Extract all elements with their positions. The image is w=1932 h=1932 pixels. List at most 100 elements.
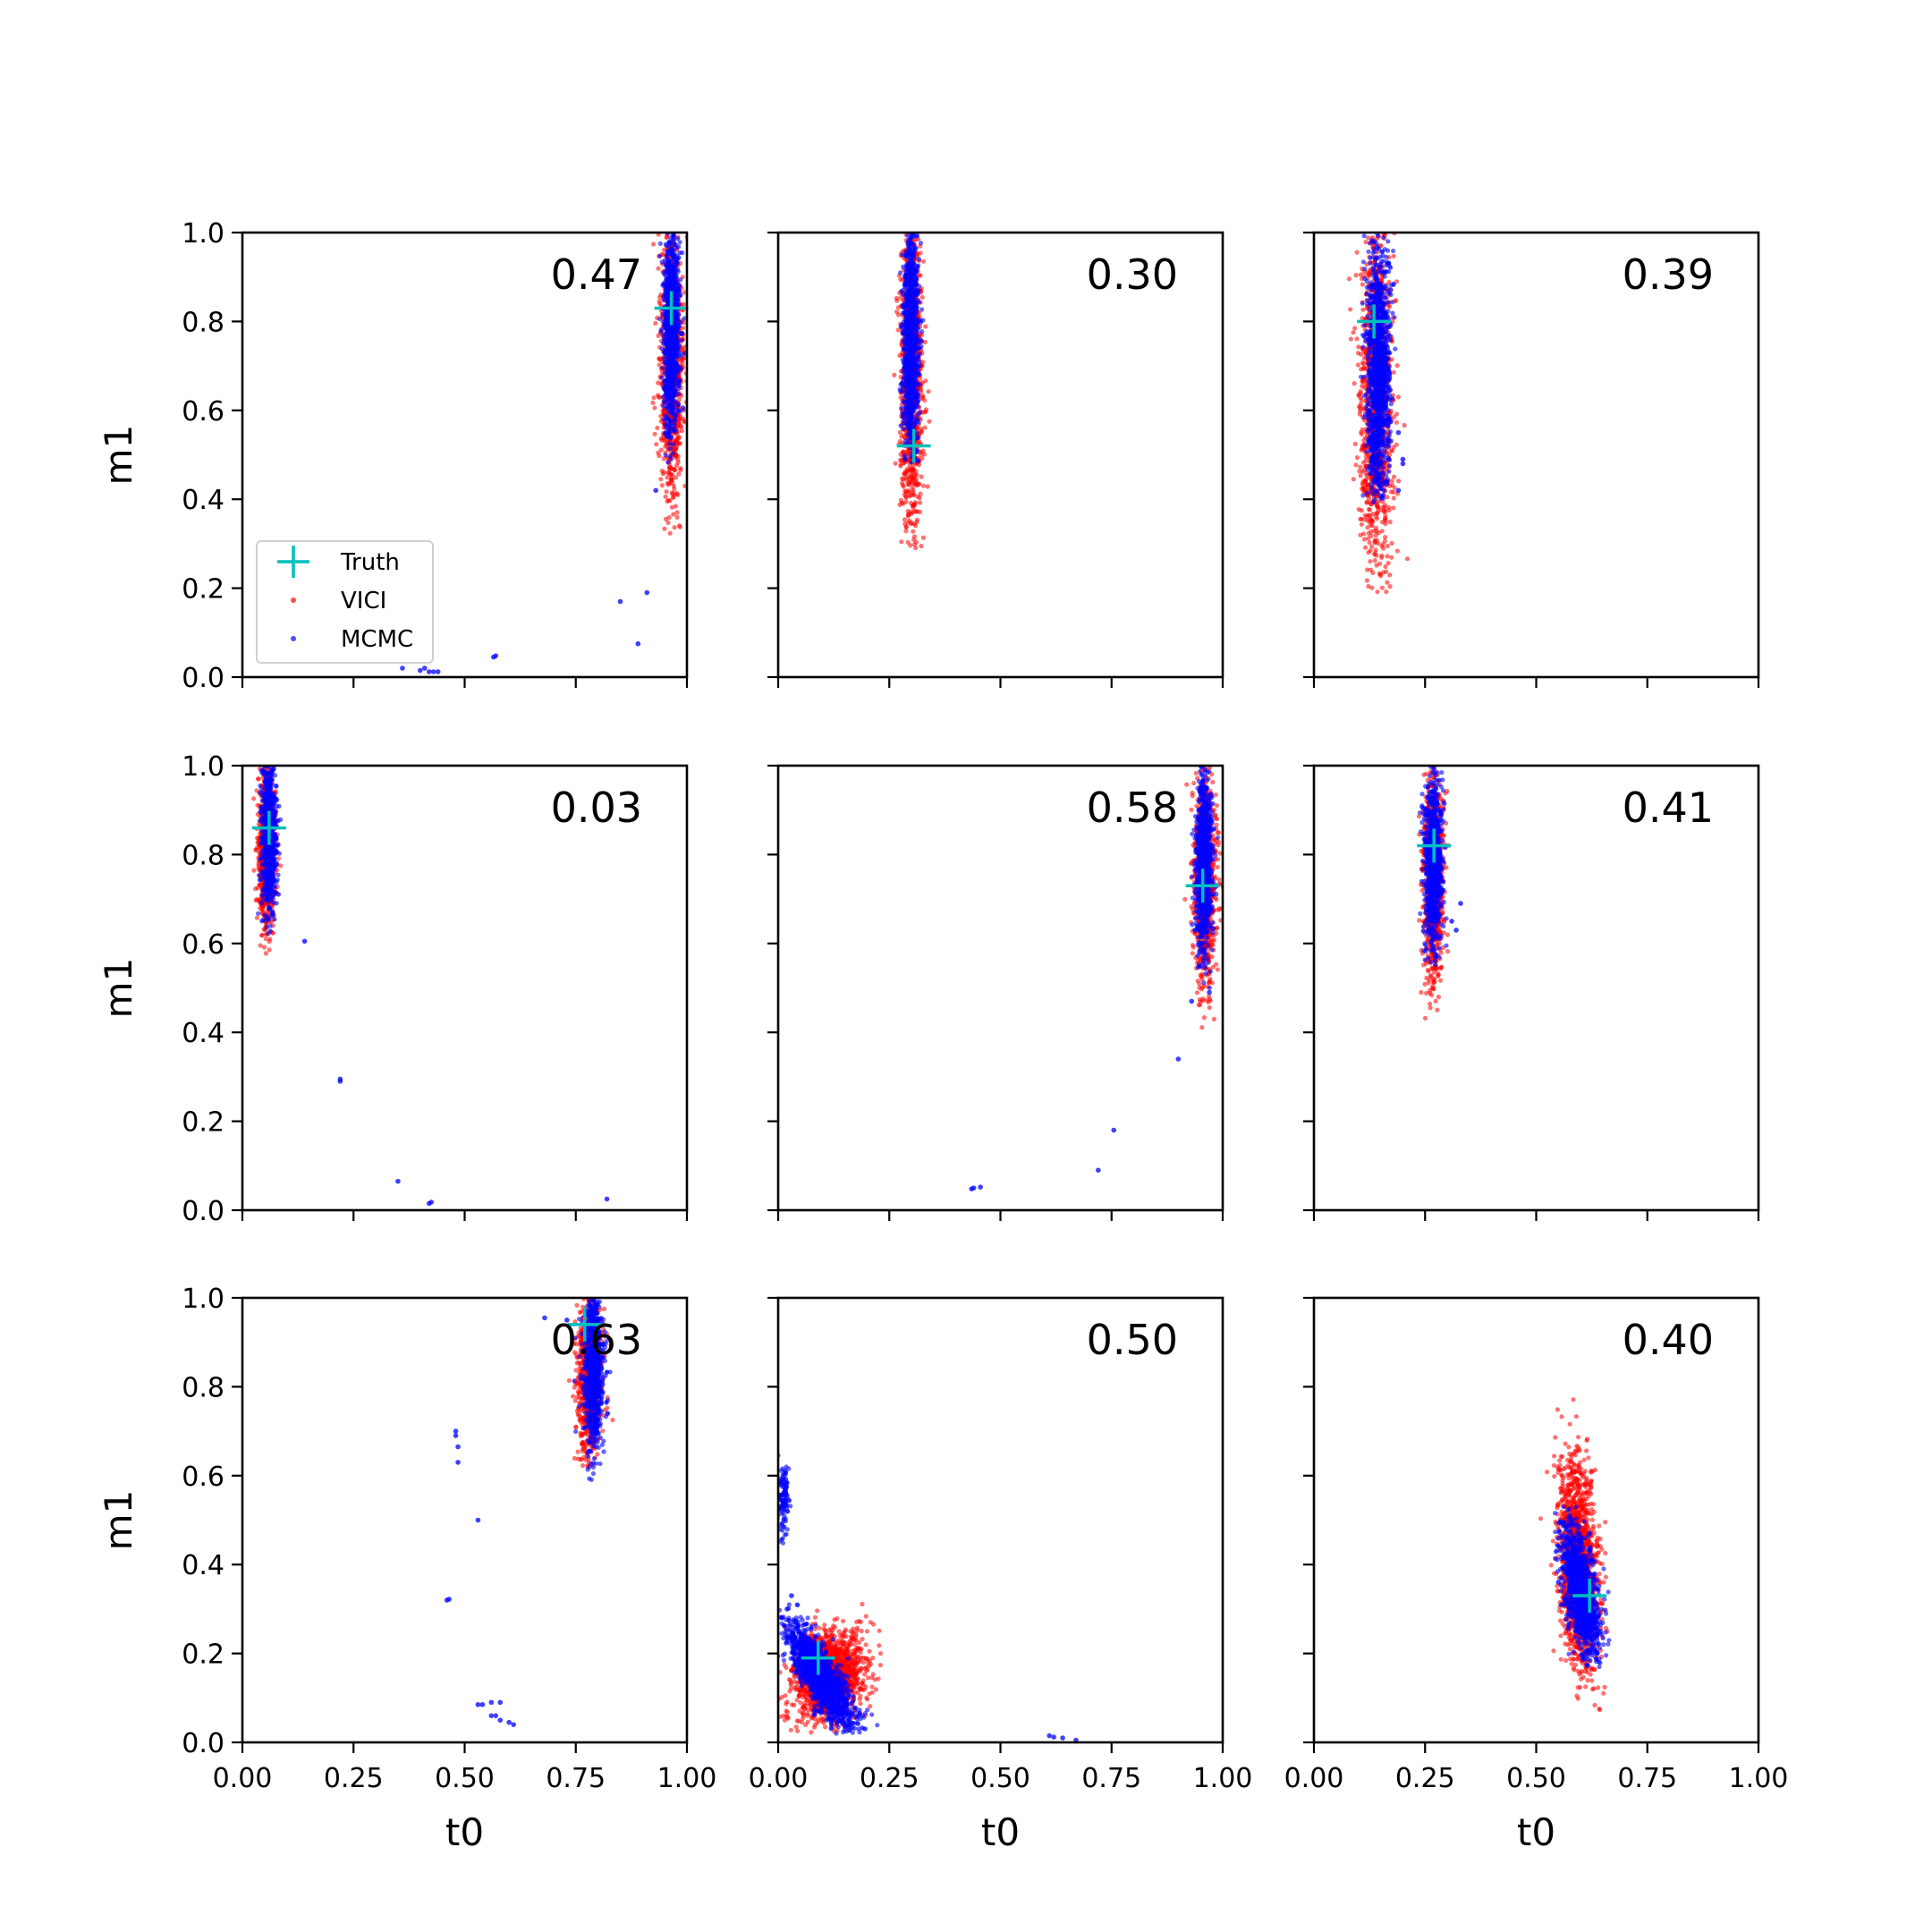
vici-samples-point bbox=[1396, 479, 1402, 484]
vici-samples-point bbox=[893, 461, 898, 466]
mcmc-outlier-point bbox=[617, 598, 623, 605]
vici-samples-point bbox=[1368, 515, 1373, 521]
y-tick-label: 0.6 bbox=[182, 396, 225, 428]
vici-samples-point bbox=[1389, 555, 1394, 560]
vici-samples-point bbox=[664, 489, 669, 495]
vici-samples-point bbox=[1379, 585, 1385, 590]
vici-samples-point bbox=[681, 416, 686, 421]
legend-box bbox=[256, 540, 434, 664]
vici-samples-point bbox=[671, 495, 676, 500]
mcmc-samples-point bbox=[668, 339, 674, 344]
scatter-points bbox=[892, 233, 932, 551]
vici-samples-point bbox=[1394, 442, 1399, 447]
mcmc-samples-point bbox=[906, 237, 911, 243]
vici-samples-point bbox=[1375, 589, 1380, 595]
vici-samples-point bbox=[1383, 564, 1388, 570]
vici-samples-point bbox=[1372, 528, 1377, 534]
mcmc-samples-point bbox=[910, 297, 916, 302]
mcmc-samples-point bbox=[912, 364, 918, 370]
mcmc-samples-point bbox=[907, 267, 912, 273]
vici-samples-point bbox=[665, 498, 672, 504]
mcmc-samples-point bbox=[900, 411, 905, 416]
mcmc-samples-point bbox=[916, 257, 922, 262]
y-tick-label: 0.0 bbox=[182, 663, 225, 694]
vici-samples-point bbox=[916, 462, 921, 468]
mcmc-samples-point bbox=[902, 400, 907, 405]
vici-samples-point bbox=[899, 539, 904, 545]
vici-samples-point bbox=[1352, 326, 1358, 331]
vici-samples-point bbox=[905, 468, 911, 473]
vici-samples-point bbox=[681, 356, 686, 361]
vici-samples-point bbox=[1364, 472, 1369, 478]
mcmc-samples-point bbox=[672, 297, 677, 302]
vici-samples-point bbox=[656, 266, 661, 271]
mcmc-samples-point bbox=[675, 392, 682, 397]
vici-samples-point bbox=[921, 452, 928, 457]
vici-samples-point bbox=[918, 449, 923, 454]
vici-samples-point bbox=[1368, 548, 1373, 554]
vici-samples-point bbox=[1374, 513, 1379, 520]
vici-samples-point bbox=[1363, 240, 1368, 245]
vici-samples-point bbox=[657, 453, 662, 459]
mcmc-outlier-point bbox=[653, 487, 659, 494]
mcmc-samples-point bbox=[916, 435, 921, 440]
mcmc-samples-point bbox=[914, 328, 919, 334]
vici-samples-point bbox=[920, 258, 927, 264]
vici-samples-point bbox=[1391, 474, 1397, 479]
mcmc-samples-point bbox=[675, 370, 681, 376]
vici-samples-point bbox=[919, 543, 924, 549]
vici-samples-point bbox=[1381, 570, 1386, 575]
vici-samples-point bbox=[1365, 525, 1370, 530]
mcmc-samples-point bbox=[662, 356, 667, 361]
vici-samples-point bbox=[909, 521, 914, 526]
vici-samples-point bbox=[900, 476, 905, 481]
mcmc-samples-point bbox=[906, 262, 911, 267]
vici-samples-point bbox=[1352, 441, 1358, 446]
mcmc-samples-point bbox=[911, 260, 916, 266]
vici-samples-point bbox=[918, 491, 923, 496]
mcmc-samples-point bbox=[906, 295, 911, 301]
vici-samples-point bbox=[1360, 460, 1366, 465]
mcmc-samples-point bbox=[914, 233, 919, 238]
mcmc-samples-point bbox=[903, 417, 910, 422]
vici-samples-point bbox=[674, 491, 680, 496]
mcmc-samples-point bbox=[902, 404, 908, 410]
vici-samples-point bbox=[659, 483, 665, 488]
vici-samples-point bbox=[902, 517, 908, 522]
vici-samples-point bbox=[1367, 507, 1372, 513]
mcmc-samples-point bbox=[666, 258, 672, 263]
mcmc-samples-point bbox=[913, 282, 919, 287]
vici-samples-point bbox=[1369, 544, 1375, 549]
vici-samples-point bbox=[1360, 384, 1365, 389]
vici-samples-point bbox=[919, 474, 924, 479]
mcmc-samples-point bbox=[920, 318, 926, 323]
vici-samples-point bbox=[909, 466, 914, 471]
mcmc-samples-point bbox=[668, 425, 674, 430]
mcmc-samples-point bbox=[899, 405, 904, 411]
mcmc-samples-point bbox=[913, 417, 919, 422]
vici-samples-point bbox=[1353, 462, 1359, 468]
mcmc-samples-point bbox=[899, 380, 905, 386]
vici-samples-point bbox=[905, 520, 911, 526]
vici-samples-point bbox=[906, 487, 911, 494]
vici-samples-point bbox=[918, 273, 923, 278]
vici-samples-point bbox=[1352, 381, 1357, 386]
mcmc-samples-point bbox=[665, 279, 670, 284]
mcmc-outlier-point bbox=[635, 640, 641, 647]
mcmc-samples-point bbox=[902, 283, 907, 288]
vici-samples-point bbox=[1360, 360, 1366, 366]
vici-samples-point bbox=[667, 530, 673, 536]
mcmc-samples-point bbox=[675, 402, 682, 408]
vici-samples-point bbox=[1363, 545, 1368, 550]
vici-samples-point bbox=[913, 545, 919, 551]
vici-samples-point bbox=[894, 298, 900, 303]
vici-samples-point bbox=[914, 439, 919, 445]
mcmc-samples-point bbox=[914, 430, 919, 436]
vici-samples-point bbox=[1385, 543, 1390, 549]
mcmc-samples-point bbox=[911, 315, 916, 320]
mcmc-samples-point bbox=[674, 267, 681, 273]
vici-samples-point bbox=[1360, 282, 1365, 287]
vici-samples-point bbox=[922, 425, 928, 430]
mcmc-samples-point bbox=[917, 363, 922, 369]
vici-samples-point bbox=[910, 485, 915, 490]
